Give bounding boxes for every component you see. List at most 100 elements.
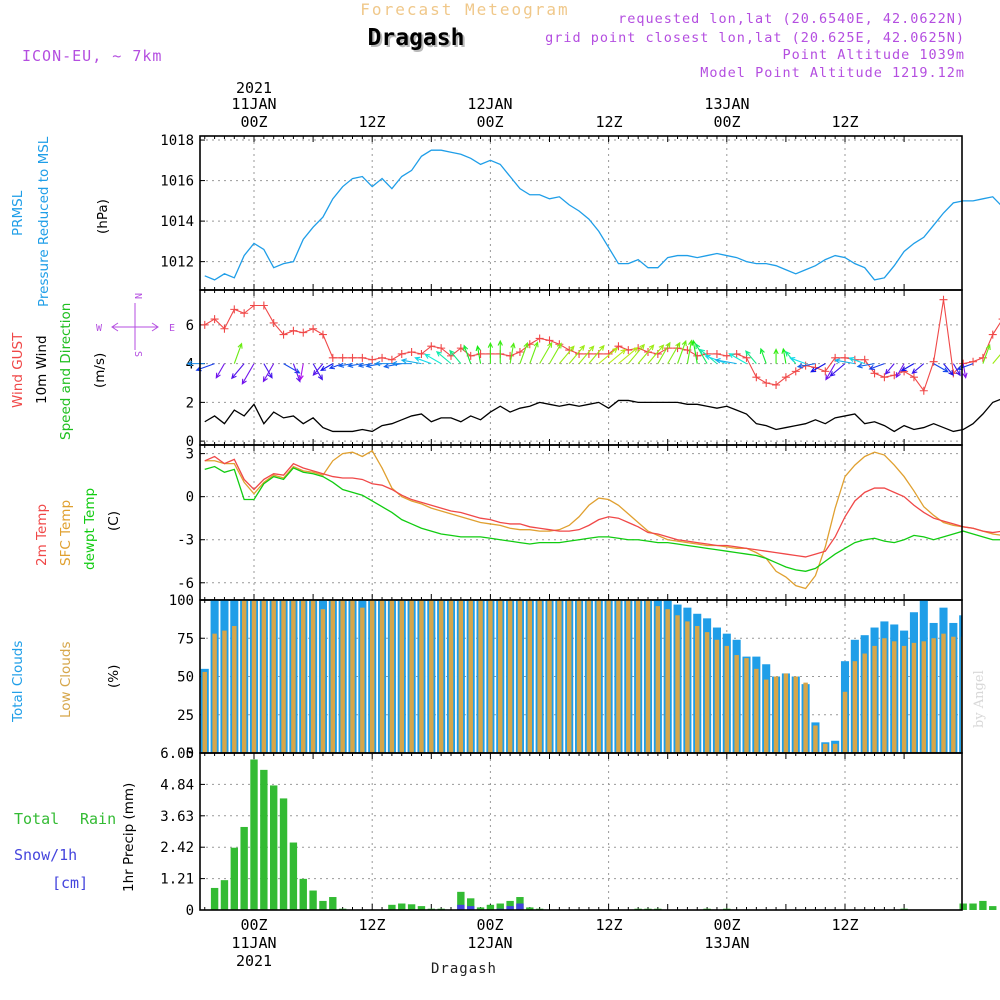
low-cloud-bar-17 (369, 600, 375, 753)
wind-arrow-61 (789, 356, 806, 365)
top-axis-label-0-line3: 00Z (240, 113, 267, 131)
top-axis-label-4-line2: 13JAN (704, 95, 749, 113)
rain-bar-12 (329, 897, 337, 910)
precip-snow-unit: [cm] (52, 874, 88, 892)
gust-marker-68 (870, 369, 879, 378)
rain-bar-6 (270, 785, 278, 910)
gust-marker-58 (772, 380, 781, 389)
rain-bar-5 (260, 769, 268, 910)
low-cloud-bar-35 (547, 600, 552, 753)
pressure-line (204, 149, 1000, 281)
gust-marker-14 (338, 353, 347, 362)
gust-marker-35 (545, 336, 554, 345)
low-cloud-bar-76 (951, 636, 956, 753)
panel-0: 1012 1014 1016 1018 (160, 133, 1000, 291)
rain-bar-11 (319, 900, 327, 910)
rain-bar-25 (457, 891, 465, 910)
gust-marker-6 (259, 301, 268, 310)
top-time-axis: 2021 11JAN 00Z 12Z 12JAN 00Z 12Z 13JAN 0… (231, 79, 858, 131)
low-cloud-bar-10 (301, 600, 306, 753)
low-cloud-bar-3 (232, 626, 237, 753)
panel-4-ytick-3: 3.63 (160, 809, 194, 825)
top-axis-label-5-line3: 12Z (831, 113, 858, 131)
wind-arrow-36 (558, 345, 575, 364)
wind-arrow-48 (677, 339, 687, 364)
wind-arrow-74 (933, 363, 949, 373)
wind-arrow-75 (943, 363, 954, 377)
bottom-axis-label-2-line2: 12JAN (467, 934, 512, 952)
wind-arrow-56 (745, 350, 757, 364)
wind-arrow-37 (568, 344, 585, 364)
rain-bar-79 (989, 906, 997, 910)
wind-arrow-15 (337, 362, 353, 368)
gust-marker-5 (250, 301, 258, 310)
low-cloud-bar-56 (754, 668, 759, 753)
info-requested: requested lon,lat (20.6540E, 42.0622N) (618, 11, 965, 27)
gust-marker-32 (515, 348, 524, 356)
rain-bar-20 (407, 904, 416, 910)
info-point-altitude: Point Altitude 1039m (782, 47, 965, 63)
wind-arrow-72 (900, 363, 915, 372)
low-cloud-bar-46 (655, 606, 661, 753)
gust-marker-28 (476, 349, 485, 358)
panel-2-ytick-3: 3 (186, 447, 194, 463)
rain-bar-19 (398, 903, 406, 910)
low-cloud-bar-58 (773, 676, 779, 753)
compass-e: E (169, 323, 175, 334)
snow-bar-30 (506, 906, 514, 910)
low-cloud-bar-13 (330, 600, 336, 753)
low-cloud-bar-55 (744, 658, 749, 753)
snow-bar-31 (516, 903, 524, 910)
gust-marker-73 (919, 386, 928, 395)
panel-3-ytick-3: 75 (177, 631, 194, 647)
panel-4-ytick-5: 6.05 (160, 746, 194, 762)
low-cloud-bar-29 (488, 600, 493, 753)
precip-rain-label: Rain (80, 810, 116, 828)
wind-arrow-31 (509, 342, 516, 364)
direction-label: Speed and Direction (58, 303, 74, 440)
gust-marker-16 (358, 353, 367, 362)
low-cloud-bar-47 (665, 609, 670, 753)
low-cloud-bar-68 (872, 645, 877, 753)
t2m-line (204, 455, 1000, 558)
panel-3-ytick-2: 50 (177, 670, 194, 686)
wind-arrow-40 (598, 347, 619, 365)
sfc-label: SFC Temp (58, 500, 74, 566)
watermark: by Angel (972, 670, 987, 728)
wind-arrow-78 (956, 363, 974, 371)
wind-arrow-45 (647, 344, 665, 364)
wind-arrow-22 (400, 358, 422, 365)
dewpt-line (204, 465, 1000, 572)
gust-marker-0 (200, 320, 209, 329)
gust-marker-11 (309, 324, 318, 333)
wind-arrow-7 (262, 363, 275, 383)
low-cloud-bar-5 (251, 600, 257, 753)
snow-bar-25 (457, 904, 465, 910)
plot-area: 10121014101610180246-6-303025507510001.2… (160, 133, 1000, 919)
gust-marker-50 (693, 351, 702, 360)
rain-bar-77 (969, 903, 977, 910)
wind-arrow-33 (529, 341, 539, 364)
panel-2: -6 -3 0 3 (177, 444, 1000, 601)
rain-bar-7 (279, 798, 288, 910)
compass-w-arrow (111, 322, 119, 332)
gust-marker-15 (348, 353, 357, 362)
top-axis-label-2-line3: 00Z (476, 113, 503, 131)
low-cloud-bar-24 (438, 600, 444, 753)
gust-marker-1 (210, 315, 219, 324)
compass-n: N (132, 293, 143, 299)
wind-arrow-47 (667, 341, 681, 364)
low-cloud-bar-8 (281, 600, 286, 753)
wind-arrow-26 (449, 349, 462, 364)
wind-arrow-69 (868, 363, 885, 371)
gust-marker-3 (230, 305, 239, 314)
wind-arrow-46 (657, 341, 671, 364)
wind-arrow-23 (414, 356, 432, 365)
low-cloud-bar-25 (448, 600, 454, 753)
gust-marker-17 (368, 355, 377, 364)
wind-arrow-39 (588, 344, 605, 364)
wind-arrow-66 (834, 358, 855, 365)
wind-arrow-41 (608, 348, 627, 365)
